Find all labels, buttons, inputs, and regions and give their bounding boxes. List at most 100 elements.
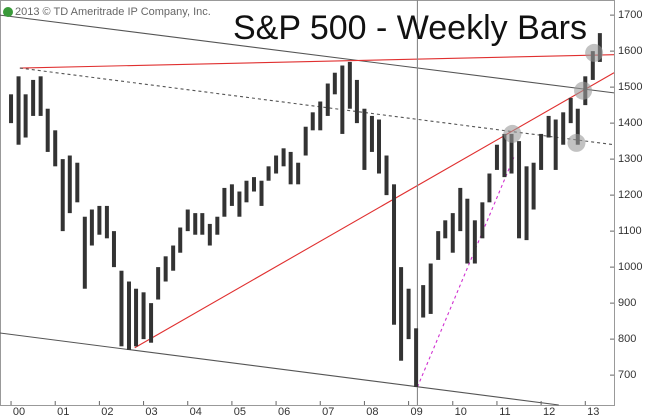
price-bar (354, 79, 359, 124)
price-bar (517, 141, 522, 239)
price-bar (60, 159, 65, 232)
price-bar (185, 209, 190, 232)
price-bar (332, 72, 337, 95)
y-tick-label: 1200 (618, 189, 642, 201)
price-bar (82, 216, 87, 289)
price-bar (480, 202, 485, 239)
price-bar (369, 115, 374, 152)
x-tick-label: 09 (410, 406, 422, 418)
x-tick-label: 03 (145, 406, 157, 418)
price-bar (281, 148, 286, 167)
price-bar (310, 112, 315, 131)
price-bar (546, 115, 551, 138)
price-bar (539, 133, 544, 170)
price-bar (590, 51, 595, 80)
price-bar (502, 133, 507, 178)
y-tick-label: 700 (618, 369, 636, 381)
price-bar (200, 213, 205, 235)
price-bar (97, 205, 102, 235)
price-bar (193, 213, 198, 235)
y-tick-label: 1400 (618, 117, 642, 129)
plot-area (0, 0, 615, 406)
highlight-circle (585, 43, 604, 62)
x-tick-label: 10 (455, 406, 467, 418)
highlight-circle (574, 81, 593, 100)
price-bar (487, 173, 492, 203)
price-bar (89, 209, 94, 246)
y-tick-label: 900 (618, 297, 636, 309)
price-bar (229, 184, 234, 206)
price-bar (406, 288, 411, 340)
price-bar (531, 162, 536, 210)
price-bar (414, 328, 419, 387)
price-bar (428, 263, 433, 314)
highlight-circle (567, 133, 586, 152)
price-bar (207, 223, 212, 246)
price-bar (244, 180, 249, 203)
y-tick-label: 1000 (618, 261, 642, 273)
price-bar (215, 216, 220, 235)
x-tick-label: 08 (366, 406, 378, 418)
price-bar (45, 108, 50, 152)
trend-line (0, 14, 615, 94)
price-bar (568, 97, 573, 124)
price-bar (149, 303, 154, 343)
price-bar (266, 166, 271, 181)
price-bar (119, 270, 124, 347)
y-tick-label: 1100 (618, 225, 642, 237)
price-bar (421, 285, 426, 318)
price-bar (362, 108, 367, 170)
x-tick-label: 13 (587, 406, 599, 418)
price-bar (318, 101, 323, 131)
price-bar (377, 119, 382, 174)
price-bar (465, 198, 470, 264)
trend-line (19, 54, 615, 69)
logo (3, 7, 13, 17)
price-bar (288, 151, 293, 185)
price-bar (443, 220, 448, 239)
price-bar (450, 213, 455, 253)
y-tick-label: 800 (618, 333, 636, 345)
price-bar (23, 94, 28, 138)
price-bar (171, 245, 176, 271)
price-bar (399, 267, 404, 361)
price-bar (384, 155, 389, 196)
x-tick-label: 01 (57, 406, 69, 418)
highlight-circle (503, 124, 522, 143)
y-tick-label: 1600 (618, 45, 642, 57)
price-bar (458, 187, 463, 232)
price-bar (111, 231, 116, 268)
x-tick-label: 12 (543, 406, 555, 418)
y-tick-label: 1700 (618, 9, 642, 21)
price-bar (134, 288, 139, 347)
price-bar (509, 133, 514, 174)
price-bar (222, 187, 227, 217)
price-bar (274, 155, 279, 174)
price-bar (53, 130, 58, 167)
x-tick-label: 06 (278, 406, 290, 418)
price-bar (296, 162, 301, 185)
price-bar (436, 231, 441, 260)
price-bar (126, 281, 131, 350)
price-bar (340, 65, 345, 134)
x-tick-label: 04 (190, 406, 202, 418)
y-tick-label: 1300 (618, 153, 642, 165)
price-bar (104, 205, 109, 239)
price-bar (75, 162, 80, 203)
price-bar (561, 112, 566, 145)
price-bar (553, 119, 558, 170)
price-bar (16, 76, 21, 145)
price-bar (392, 184, 397, 325)
price-bar (163, 256, 168, 282)
price-bar (251, 177, 256, 192)
y-tick-label: 1500 (618, 81, 642, 93)
price-bar (575, 108, 580, 145)
price-bar (237, 191, 242, 217)
price-bar (303, 126, 308, 156)
price-bar (259, 180, 264, 206)
price-bar (141, 292, 146, 340)
plot-frame (0, 0, 615, 406)
x-tick-label: 00 (13, 406, 25, 418)
price-bar (67, 155, 72, 214)
